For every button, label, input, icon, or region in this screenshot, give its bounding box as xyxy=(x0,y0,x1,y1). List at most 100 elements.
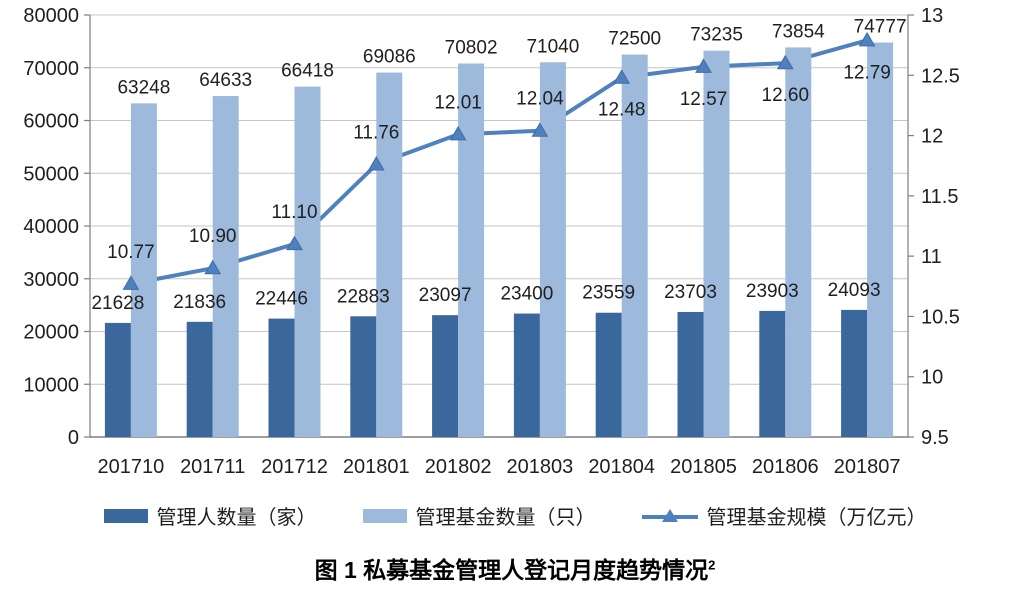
x-axis-label: 201803 xyxy=(507,456,574,478)
scale-value-label: 12.60 xyxy=(762,85,810,106)
y-axis-left-tick-label: 80000 xyxy=(23,5,79,27)
y-axis-left-tick-label: 20000 xyxy=(23,322,79,344)
funds-bar-swatch-icon xyxy=(362,508,407,523)
managers-value-label: 23097 xyxy=(419,285,472,306)
legend-label: 管理基金数量（只） xyxy=(415,507,596,529)
y-axis-right-tick-label: 11 xyxy=(921,246,942,268)
bar-funds xyxy=(867,42,894,437)
funds-value-label: 73235 xyxy=(690,25,743,46)
y-axis-left-tick-label: 0 xyxy=(68,427,79,449)
bar-funds xyxy=(458,63,485,438)
x-axis-label: 201712 xyxy=(261,456,328,478)
bar-managers xyxy=(677,311,704,437)
trend-marker-icon xyxy=(695,58,712,73)
trend-marker-icon xyxy=(776,54,794,70)
y-axis-right-tick-label: 10.5 xyxy=(921,306,960,328)
trend-marker-icon xyxy=(367,156,385,171)
managers-bar-swatch-icon xyxy=(103,508,148,523)
funds-value-label: 72500 xyxy=(608,29,661,50)
trend-marker-icon xyxy=(613,69,631,84)
y-axis-right-tick-label: 9.5 xyxy=(921,427,949,449)
footnote-marker: 2 xyxy=(708,557,716,573)
funds-value-label: 66418 xyxy=(281,61,334,82)
legend-item-managers: 管理人数量（家） xyxy=(103,501,317,530)
figure-caption-text: 图 1 私募基金管理人登记月度趋势情况 xyxy=(314,557,709,583)
x-axis-label: 201802 xyxy=(425,456,492,478)
legend-label: 管理基金规模（万亿元） xyxy=(706,507,927,529)
funds-value-label: 71040 xyxy=(526,36,579,57)
managers-value-label: 22883 xyxy=(337,286,390,307)
managers-value-label: 22446 xyxy=(255,289,308,310)
funds-value-label: 70802 xyxy=(445,38,498,59)
bar-funds xyxy=(294,86,321,437)
y-axis-right-tick-label: 12 xyxy=(921,126,943,148)
trend-line xyxy=(130,38,868,286)
y-axis-right-tick-label: 11.5 xyxy=(921,186,958,208)
trend-marker-icon xyxy=(204,259,222,275)
bar-managers xyxy=(759,310,786,437)
trend-marker-icon xyxy=(286,235,303,251)
scale-value-label: 10.90 xyxy=(189,226,237,247)
scale-value-label: 12.57 xyxy=(680,89,728,110)
x-axis-label: 201805 xyxy=(670,456,737,478)
scale-value-label: 10.77 xyxy=(107,242,155,263)
bar-managers xyxy=(513,313,540,437)
y-axis-left-tick-label: 40000 xyxy=(23,216,79,238)
y-axis-left-tick-label: 70000 xyxy=(23,58,79,80)
y-axis-left-tick-label: 50000 xyxy=(23,163,79,185)
managers-value-label: 23559 xyxy=(582,283,635,304)
managers-value-label: 21628 xyxy=(91,293,144,314)
x-axis-label: 201807 xyxy=(834,456,901,478)
funds-value-label: 73854 xyxy=(772,21,825,42)
x-axis-label: 201710 xyxy=(98,456,165,478)
funds-value-label: 64633 xyxy=(199,70,252,91)
managers-value-label: 24093 xyxy=(828,280,881,301)
y-axis-right-tick-label: 13 xyxy=(921,5,943,27)
bar-funds xyxy=(621,54,648,437)
trend-marker-icon xyxy=(858,31,876,47)
figure-caption: 图 1 私募基金管理人登记月度趋势情况2 xyxy=(0,551,1030,585)
funds-value-label: 63248 xyxy=(117,77,170,98)
x-axis-label: 201801 xyxy=(343,456,410,478)
y-axis-right-tick-label: 10 xyxy=(921,367,943,389)
managers-value-label: 21836 xyxy=(173,292,226,313)
bar-managers xyxy=(841,309,868,437)
bar-funds xyxy=(539,62,566,437)
x-axis-label: 201711 xyxy=(180,456,245,478)
managers-value-label: 23703 xyxy=(664,282,717,303)
legend-label: 管理人数量（家） xyxy=(156,507,317,529)
trend-marker-icon xyxy=(531,122,549,137)
bar-managers xyxy=(350,316,377,437)
chart-legend: 管理人数量（家） 管理基金数量（只） 管理基金规模（万亿元） xyxy=(0,501,1030,530)
scale-value-label: 11.76 xyxy=(353,123,399,144)
line-triangle-swatch-icon xyxy=(641,507,698,525)
y-axis-left-tick-label: 60000 xyxy=(23,111,79,133)
bar-funds xyxy=(703,50,730,438)
trend-marker-icon xyxy=(122,275,140,290)
scale-value-label: 11.10 xyxy=(271,202,317,223)
trend-marker-icon xyxy=(449,125,467,141)
bar-managers xyxy=(186,321,213,437)
bar-funds xyxy=(212,96,239,438)
funds-value-label: 69086 xyxy=(363,47,416,68)
y-axis-left-tick-label: 10000 xyxy=(23,374,79,396)
bar-funds xyxy=(785,47,812,437)
legend-item-funds: 管理基金数量（只） xyxy=(362,501,596,530)
bar-funds xyxy=(130,103,157,438)
bar-managers xyxy=(268,318,295,437)
y-axis-left-tick-label: 30000 xyxy=(23,269,79,291)
scale-value-label: 12.79 xyxy=(843,62,891,83)
legend-item-scale: 管理基金规模（万亿元） xyxy=(641,501,927,530)
managers-value-label: 23903 xyxy=(746,281,799,302)
funds-value-label: 74777 xyxy=(854,17,907,38)
scale-value-label: 12.01 xyxy=(434,92,482,113)
scale-value-label: 12.04 xyxy=(516,89,564,110)
managers-value-label: 23400 xyxy=(500,284,553,305)
bar-managers xyxy=(595,312,622,437)
bar-funds xyxy=(376,72,403,437)
x-axis-label: 201806 xyxy=(752,456,819,478)
bar-managers xyxy=(104,322,131,437)
scale-value-label: 12.48 xyxy=(598,100,646,121)
bar-managers xyxy=(432,315,459,437)
